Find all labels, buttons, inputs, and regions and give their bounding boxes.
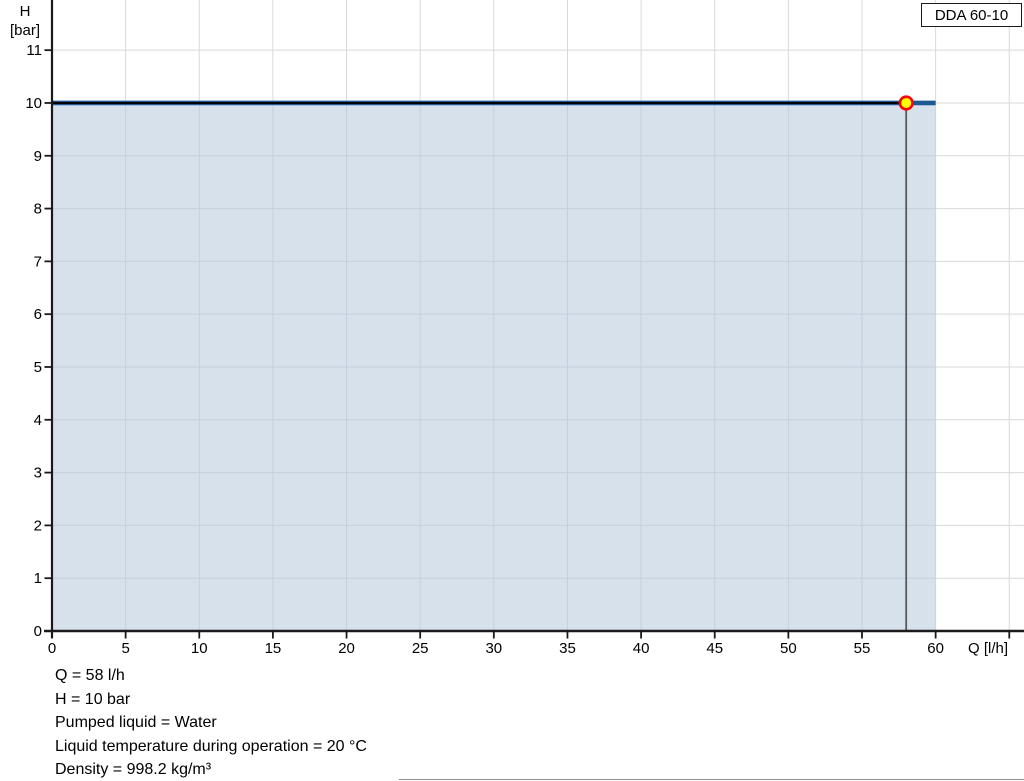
x-tick-label: 20 bbox=[338, 640, 355, 657]
x-tick-label: 35 bbox=[559, 640, 576, 657]
x-tick-label: 40 bbox=[633, 640, 650, 657]
operating-point-marker bbox=[898, 95, 914, 111]
annotation-head: H = 10 bar bbox=[55, 690, 131, 708]
y-tick-label: 5 bbox=[34, 359, 42, 376]
y-tick-label: 1 bbox=[34, 570, 42, 587]
y-tick-label: 9 bbox=[34, 148, 42, 165]
annotation-flow: Q = 58 l/h bbox=[55, 667, 125, 684]
x-tick-label: 45 bbox=[706, 640, 723, 657]
y-tick-label: 7 bbox=[34, 253, 42, 270]
x-tick-label: 15 bbox=[265, 640, 282, 657]
legend-pump-model-label: DDA 60-10 bbox=[934, 6, 1009, 24]
y-tick-label: 10 bbox=[25, 95, 42, 112]
y-tick-label: 6 bbox=[34, 306, 42, 323]
x-tick-label: 60 bbox=[927, 640, 944, 657]
annotation-density: Density = 998.2 kg/m³ bbox=[55, 761, 212, 778]
curve-fill-area bbox=[52, 102, 936, 631]
x-tick-label: 10 bbox=[191, 640, 208, 657]
x-tick-label: 0 bbox=[48, 640, 56, 657]
y-tick-label: 8 bbox=[34, 201, 42, 218]
annotation-liquid-temperature: Liquid temperature during operation = 20… bbox=[55, 737, 367, 755]
annotation-pumped-liquid: Pumped liquid = Water bbox=[55, 714, 217, 731]
legend-box: DDA 60-10 bbox=[921, 3, 1022, 27]
x-tick-label: 55 bbox=[854, 640, 871, 657]
y-axis-title: H [bar] bbox=[2, 2, 48, 40]
y-tick-label: 4 bbox=[34, 412, 42, 429]
y-tick-label: 3 bbox=[34, 465, 42, 482]
bottom-divider-line bbox=[399, 779, 1024, 780]
x-tick-label: 5 bbox=[121, 640, 129, 657]
operating-conditions-text: Q = 58 l/h H = 10 bar Pumped liquid = Wa… bbox=[55, 664, 367, 781]
y-tick-label: 2 bbox=[34, 517, 42, 534]
y-tick-label: 11 bbox=[26, 42, 42, 59]
x-axis-title: Q [l/h] bbox=[968, 640, 1009, 657]
x-tick-label: 25 bbox=[412, 640, 429, 657]
y-axis-title-unit: [bar] bbox=[9, 22, 40, 39]
y-tick-label: 0 bbox=[34, 623, 42, 640]
x-tick-label: 30 bbox=[485, 640, 502, 657]
x-tick-label: 50 bbox=[780, 640, 797, 657]
y-axis-title-symbol: H bbox=[19, 3, 31, 20]
